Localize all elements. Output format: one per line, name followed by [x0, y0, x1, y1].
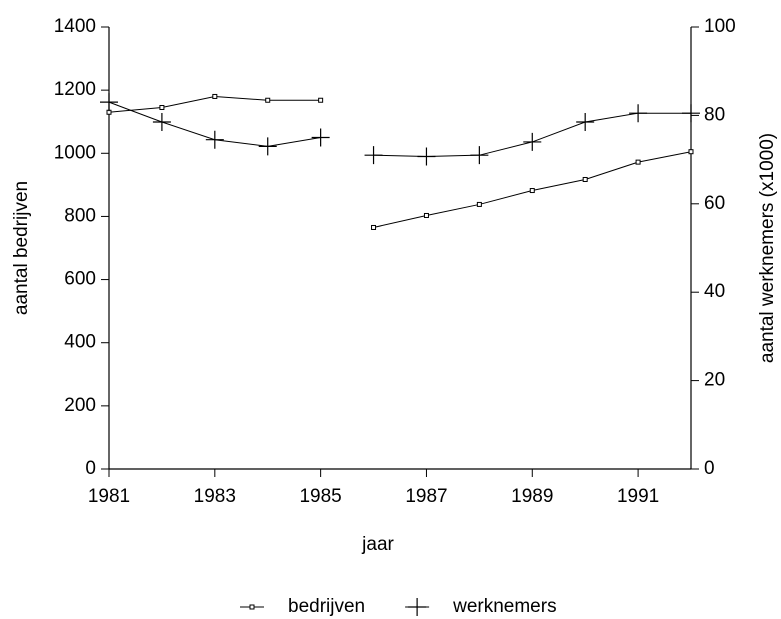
legend-marker [408, 598, 427, 616]
data-point [470, 146, 489, 165]
data-point [318, 97, 324, 103]
x-tick-label: 1991 [617, 486, 659, 507]
data-point [265, 97, 271, 103]
y-tick-label: 1400 [54, 16, 96, 37]
data-point [152, 113, 171, 132]
y-tick-label: 600 [64, 269, 96, 290]
data-point [629, 104, 648, 123]
x-axis-label: jaar [361, 534, 394, 555]
y-tick-label: 200 [64, 395, 96, 416]
data-point [417, 147, 436, 166]
data-point [364, 146, 383, 165]
data-point [682, 104, 700, 123]
data-point [635, 159, 641, 165]
data-point [582, 176, 588, 182]
y-tick-label: 400 [64, 332, 96, 353]
legend-label: werknemers [452, 596, 556, 617]
data-point [476, 201, 482, 207]
data-point [576, 113, 595, 132]
y2-tick-label: 20 [704, 370, 725, 391]
y-tick-label: 800 [64, 205, 96, 226]
data-point [100, 93, 118, 112]
data-point [423, 212, 429, 218]
data-point [205, 130, 224, 149]
data-point [212, 93, 218, 99]
data-point [523, 132, 542, 151]
y-tick-label: 1200 [54, 79, 96, 100]
data-point [688, 149, 694, 155]
y2-tick-label: 40 [704, 281, 725, 302]
data-point [159, 105, 165, 111]
y-tick-label: 0 [85, 458, 96, 479]
x-tick-label: 1981 [88, 486, 130, 507]
data-point [529, 188, 535, 194]
y2-tick-label: 80 [704, 104, 725, 125]
data-point [311, 128, 330, 147]
x-tick-label: 1989 [511, 486, 553, 507]
x-tick-label: 1983 [194, 486, 236, 507]
y2-tick-label: 0 [704, 458, 715, 479]
y-axis-label: aantal bedrijven [11, 181, 32, 315]
y2-tick-label: 100 [704, 16, 736, 37]
y-tick-label: 1000 [54, 142, 96, 163]
legend-label: bedrijven [288, 596, 365, 617]
y2-tick-label: 60 [704, 193, 725, 214]
x-tick-label: 1987 [405, 486, 447, 507]
legend-marker [249, 604, 255, 610]
data-point [258, 137, 277, 156]
y2-axis-label: aantal werknemers (x1000) [757, 133, 778, 363]
data-point [371, 224, 377, 230]
x-tick-label: 1985 [299, 486, 341, 507]
